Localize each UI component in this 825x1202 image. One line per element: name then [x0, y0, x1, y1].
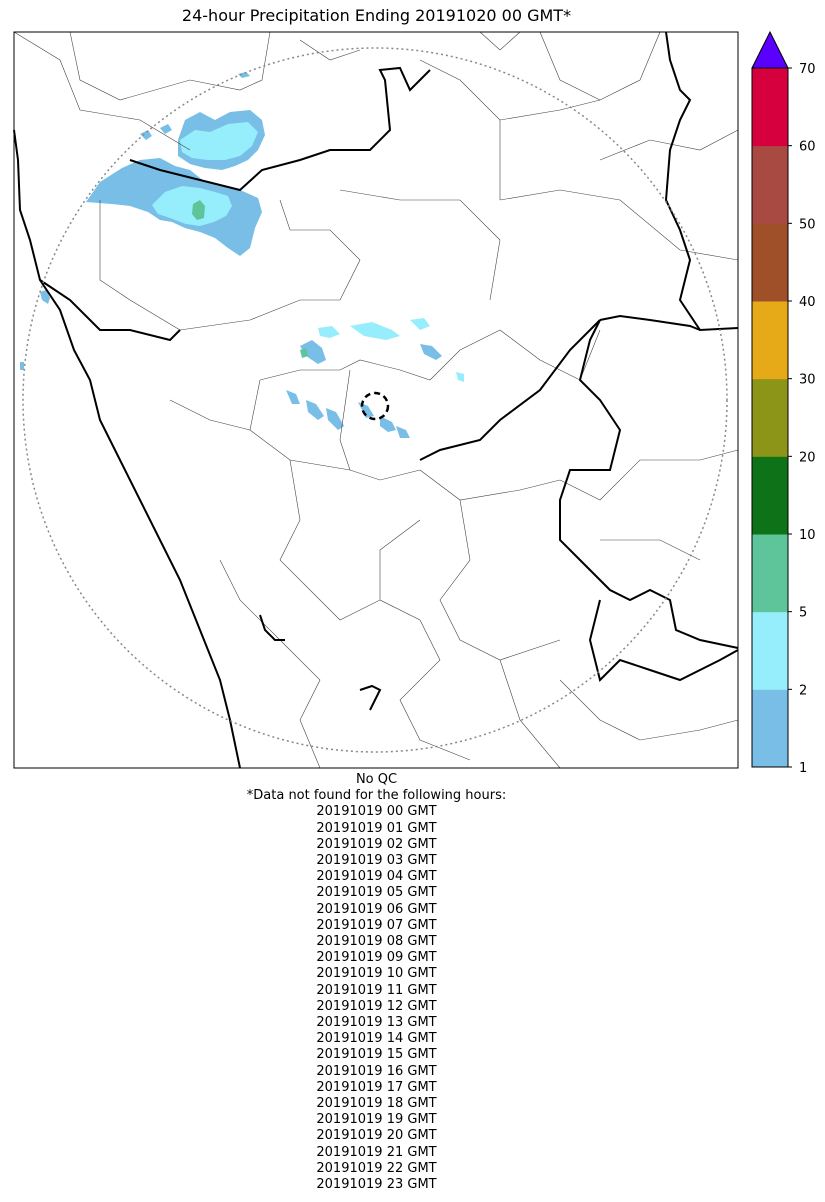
map-background: [14, 32, 738, 768]
colorbar-segment: [752, 534, 788, 613]
colorbar-segment: [752, 68, 788, 147]
colorbar-segment: [752, 378, 788, 457]
missing-hours-list: 20191019 00 GMT 20191019 01 GMT 20191019 0…: [14, 804, 739, 1193]
missing-hour-item: 20191019 23 GMT: [316, 1177, 437, 1193]
precip-cell-12: [300, 348, 308, 358]
missing-hour-item: 20191019 09 GMT: [316, 950, 437, 966]
precip-area-small-4: [40, 290, 50, 304]
precip-area-small-3: [238, 72, 250, 78]
precip-cell-8: [326, 408, 344, 430]
colorbar: 1 2 5 10 20 30 40 50 60 70: [751, 30, 816, 776]
missing-hour-item: 20191019 13 GMT: [316, 1015, 437, 1031]
missing-hour-item: 20191019 02 GMT: [316, 836, 437, 852]
missing-hour-item: 20191019 01 GMT: [316, 820, 437, 836]
colorbar-tick-label: 1: [799, 761, 807, 776]
missing-hour-item: 20191019 04 GMT: [316, 869, 437, 885]
precip-area-small-1: [140, 130, 152, 140]
colorbar-segment: [752, 223, 788, 302]
qc-note: No QC: [355, 772, 398, 787]
map-frame: [13, 31, 739, 769]
precip-area-small-2: [160, 124, 172, 134]
colorbar-tick-label: 70: [799, 62, 816, 77]
missing-hour-item: 20191019 14 GMT: [316, 1031, 437, 1047]
missing-hour-item: 20191019 10 GMT: [316, 966, 437, 982]
missing-hour-item: 20191019 11 GMT: [316, 982, 437, 998]
precip-area-cyan-2: [152, 186, 232, 226]
missing-hour-item: 20191019 00 GMT: [316, 804, 437, 820]
map-panel: [13, 31, 739, 769]
precip-cell-2: [318, 326, 340, 338]
precip-cell-1: [300, 340, 326, 364]
colorbar-tick-label: 40: [799, 295, 816, 310]
colorbar-tick-label: 50: [799, 217, 816, 232]
radar-range-ring: [22, 47, 728, 753]
missing-hour-item: 20191019 20 GMT: [316, 1128, 437, 1144]
missing-hour-item: 20191019 05 GMT: [316, 885, 437, 901]
precip-area-cyan-1: [180, 122, 258, 160]
chart-title: 24-hour Precipitation Ending 20191020 00…: [181, 6, 572, 25]
missing-hour-item: 20191019 17 GMT: [316, 1079, 437, 1095]
colorbar-tick-label: 20: [799, 450, 816, 465]
colorbar-outline: [751, 67, 789, 768]
district-boundaries: [13, 31, 739, 769]
colorbar-extend-arrow: [751, 30, 789, 69]
missing-hour-item: 20191019 21 GMT: [316, 1144, 437, 1160]
colorbar-tick-label: 2: [799, 683, 807, 698]
colorbar-segment: [752, 456, 788, 535]
notes: No QC *Data not found for the following …: [14, 772, 739, 1193]
precip-cell-5: [420, 344, 442, 360]
precip-cell-10: [380, 416, 396, 432]
precipitation-areas: [20, 72, 464, 438]
precip-cell-11: [396, 426, 410, 438]
precip-cell-14: [20, 362, 24, 370]
colorbar-segment: [752, 611, 788, 690]
missing-hour-item: 20191019 12 GMT: [316, 998, 437, 1014]
precip-area-green: [192, 200, 205, 220]
missing-hour-item: 20191019 16 GMT: [316, 1063, 437, 1079]
missing-hour-item: 20191019 08 GMT: [316, 934, 437, 950]
colorbar-segment: [752, 301, 788, 380]
missing-hour-item: 20191019 03 GMT: [316, 853, 437, 869]
precip-cell-13: [456, 372, 464, 382]
coastline: [13, 129, 241, 769]
state-boundaries: [13, 31, 739, 769]
missing-hour-item: 20191019 19 GMT: [316, 1112, 437, 1128]
missing-hour-item: 20191019 18 GMT: [316, 1096, 437, 1112]
colorbar-tick-label: 30: [799, 373, 816, 388]
missing-hour-item: 20191019 15 GMT: [316, 1047, 437, 1063]
colorbar-tick-label: 60: [799, 140, 816, 155]
precip-cell-3: [350, 322, 400, 340]
colorbar-segment: [752, 145, 788, 224]
colorbar-segment: [752, 689, 788, 768]
precip-cell-4: [410, 318, 430, 330]
colorbar-tick-label: 10: [799, 528, 816, 543]
precip-cell-7: [306, 400, 324, 420]
missing-data-header: *Data not found for the following hours:: [246, 788, 507, 804]
radar-site-marker: [360, 391, 390, 421]
missing-hour-item: 20191019 07 GMT: [316, 917, 437, 933]
missing-hour-item: 20191019 22 GMT: [316, 1160, 437, 1176]
missing-hour-item: 20191019 06 GMT: [316, 901, 437, 917]
precip-cell-6: [286, 390, 300, 404]
colorbar-tick-label: 5: [799, 606, 807, 621]
